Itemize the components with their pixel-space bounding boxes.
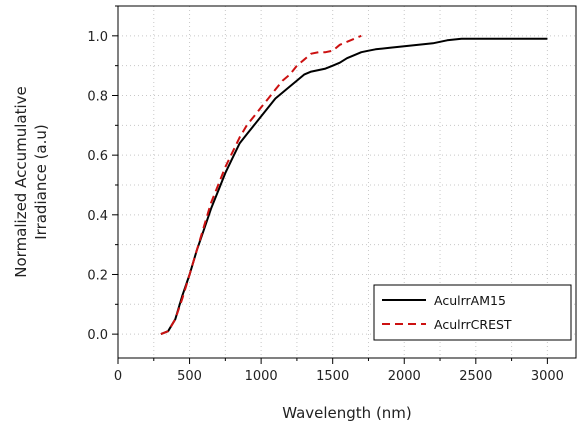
x-tick-label: 3000: [531, 369, 564, 384]
series-line-aculrram15: [160, 37, 548, 336]
y-tick-label: 1.0: [87, 30, 108, 45]
grid-layer: [118, 5, 576, 358]
tick-layer: 0 500 1000 1500 2000 2500 3000 0.0 0.2 0.4 0.6 0.8 1…: [87, 5, 564, 384]
x-tick-label: 500: [177, 369, 202, 384]
plot-frame: [117, 5, 577, 359]
x-tick-label: 1000: [245, 369, 278, 384]
x-tick-label: 2500: [459, 369, 492, 384]
y-tick-label: 0.2: [87, 268, 108, 283]
legend-box: [373, 284, 572, 341]
legend-label-aculrram15: AculrrAM15: [434, 293, 506, 308]
y-axis-title-line-1: Normalized Accumulative: [12, 86, 30, 277]
series-line-aculrrcrest: [160, 34, 362, 336]
series-layer: [160, 34, 548, 336]
x-axis-title: Wavelength (nm): [282, 404, 412, 422]
y-tick-label: 0.0: [87, 328, 108, 343]
y-axis-title-line-2: Irradiance (a.u): [32, 124, 50, 240]
y-axis-title: Normalized Accumulative Irradiance (a.u): [12, 86, 50, 277]
legend-label-aculrrcrest: AculrrCREST: [434, 317, 512, 332]
y-tick-label: 0.6: [87, 149, 108, 164]
x-tick-label: 2000: [388, 369, 421, 384]
y-tick-label: 0.8: [87, 89, 108, 104]
x-tick-label: 1500: [316, 369, 349, 384]
y-tick-label: 0.4: [87, 209, 108, 224]
legend: AculrrAM15 AculrrCREST: [373, 284, 572, 341]
x-tick-label: 0: [114, 369, 122, 384]
